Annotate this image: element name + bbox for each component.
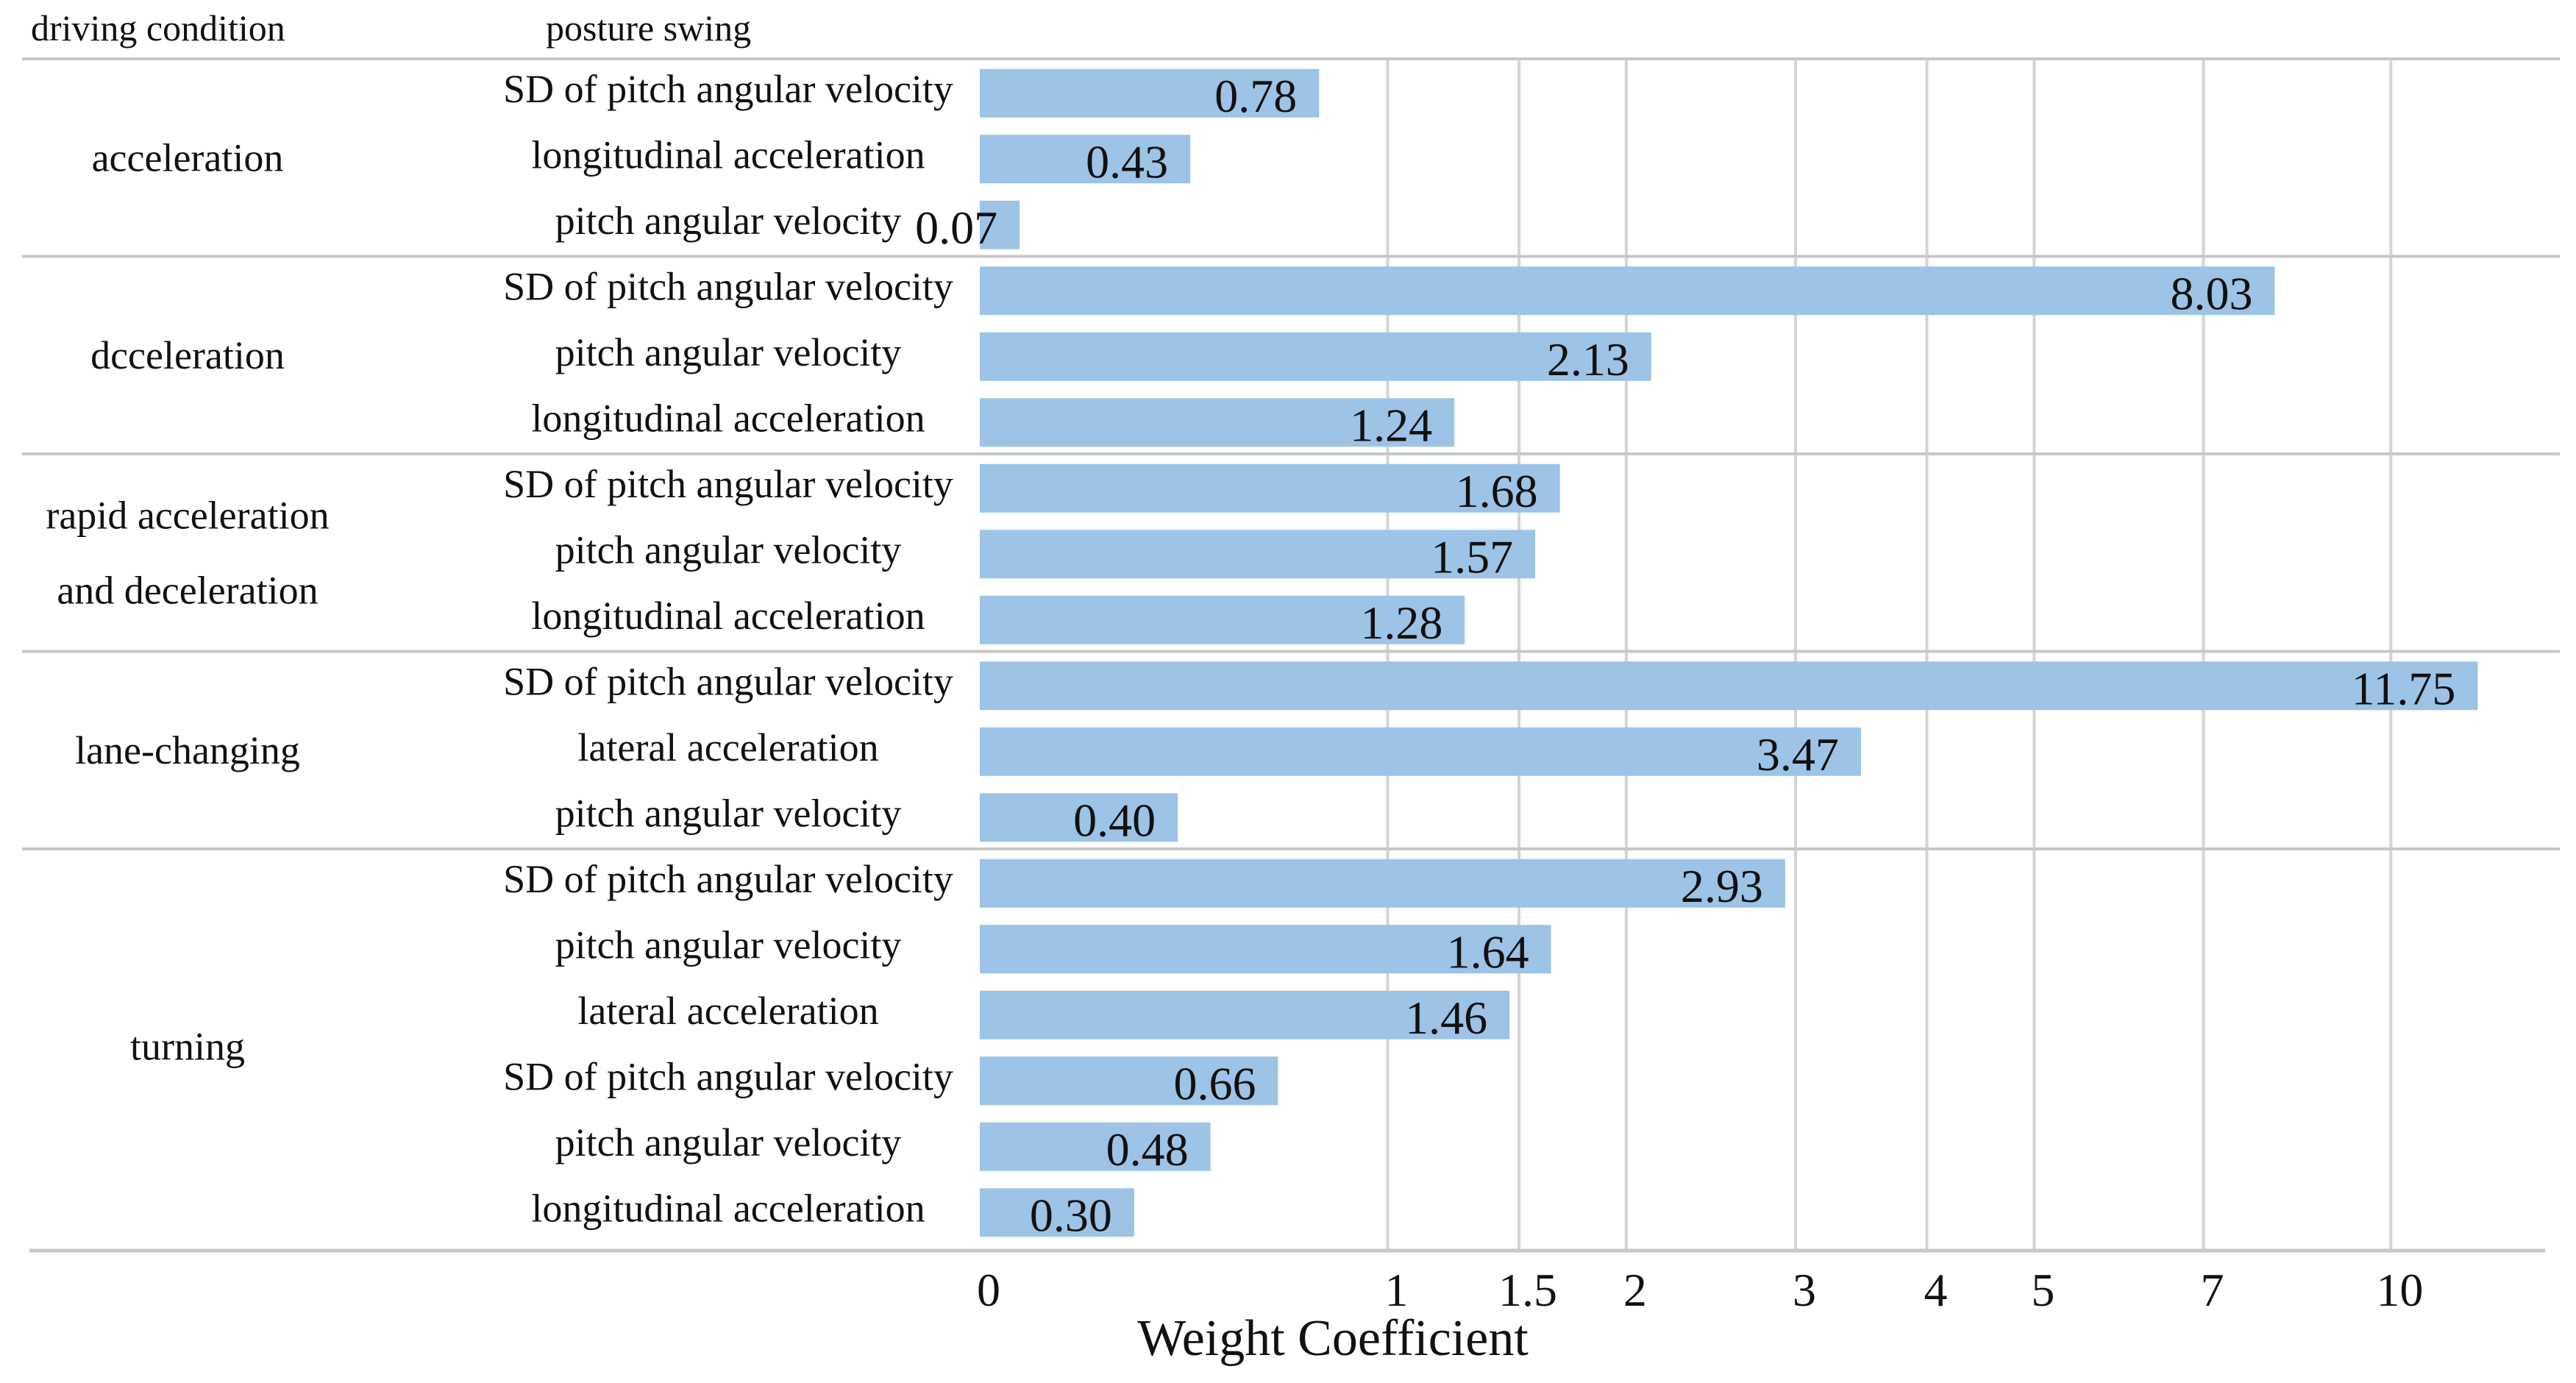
- x-tick-label-05: 4: [1924, 1264, 1948, 1316]
- bar-g2-2: [980, 332, 1651, 381]
- metric-label-g5-4: SD of pitch angular velocity: [503, 1054, 953, 1098]
- value-label-g5-5: 0.48: [1106, 1123, 1189, 1176]
- value-label-g5-3: 1.46: [1405, 992, 1487, 1044]
- value-label-g2-3: 1.24: [1350, 399, 1432, 451]
- x-tick-label-03: 2: [1623, 1264, 1647, 1316]
- condition-label-g3-1: rapid acceleration: [46, 493, 329, 537]
- value-label-g5-4: 0.66: [1173, 1057, 1256, 1109]
- value-label-g2-2: 2.13: [1547, 333, 1629, 385]
- bar-g5-1: [980, 858, 1785, 908]
- metric-label-g3-2: pitch angular velocity: [555, 527, 902, 572]
- header-posture-swing: posture swing: [546, 7, 751, 49]
- metric-label-g5-3: lateral acceleration: [577, 989, 878, 1033]
- x-tick-label-04: 3: [1793, 1264, 1816, 1316]
- bar-g4-3: [980, 793, 1178, 842]
- metric-label-g2-3: longitudinal acceleration: [531, 396, 925, 440]
- bar-g5-6: [980, 1188, 1134, 1237]
- bar-g5-2: [980, 925, 1551, 974]
- condition-label-g1: acceleration: [92, 135, 284, 179]
- value-label-g5-2: 1.64: [1447, 925, 1529, 978]
- bar-g1-3: [980, 200, 1020, 249]
- condition-label-g2: dcceleration: [90, 333, 285, 377]
- bar-g4-1: [980, 661, 2478, 711]
- bar-g3-1: [980, 463, 1560, 513]
- x-tick-label-01: 1: [1385, 1264, 1409, 1316]
- bar-g5-4: [980, 1056, 1278, 1106]
- x-tick-label-07: 7: [2201, 1264, 2224, 1316]
- value-label-g1-3: 0.07: [915, 202, 997, 254]
- condition-label-g3-2: and deceleration: [57, 568, 318, 612]
- value-label-g4-1: 11.75: [2352, 662, 2456, 714]
- value-label-g1-1: 0.78: [1214, 70, 1297, 122]
- metric-label-g3-3: longitudinal acceleration: [531, 594, 925, 638]
- x-axis-label: Weight Coefficient: [1137, 1310, 1529, 1367]
- bar-g4-2: [980, 727, 1861, 776]
- metric-label-g5-5: pitch angular velocity: [555, 1120, 902, 1165]
- metric-label-g4-2: lateral acceleration: [577, 725, 878, 769]
- bar-g5-5: [980, 1122, 1211, 1171]
- value-label-g5-6: 0.30: [1030, 1189, 1112, 1241]
- bar-g3-2: [980, 530, 1536, 579]
- value-label-g2-1: 8.03: [2170, 267, 2252, 319]
- condition-label-g4: lane-changing: [75, 728, 300, 772]
- bar-g2-3: [980, 398, 1455, 447]
- x-tick-label-08: 10: [2376, 1264, 2423, 1316]
- metric-label-g3-1: SD of pitch angular velocity: [503, 462, 953, 506]
- bar-g5-3: [980, 990, 1510, 1039]
- metric-label-g5-6: longitudinal acceleration: [531, 1186, 925, 1230]
- metric-label-g4-1: SD of pitch angular velocity: [503, 659, 953, 703]
- value-label-g3-2: 1.57: [1431, 530, 1513, 583]
- metric-label-g4-3: pitch angular velocity: [555, 791, 902, 835]
- value-label-g3-1: 1.68: [1456, 465, 1538, 517]
- value-label-g1-2: 0.43: [1086, 135, 1168, 188]
- header-driving-condition: driving condition: [31, 7, 285, 49]
- bar-g2-1: [980, 266, 2275, 316]
- metric-label-g5-1: SD of pitch angular velocity: [503, 857, 953, 901]
- metric-label-g1-3: pitch angular velocity: [555, 199, 902, 243]
- metric-label-g2-2: pitch angular velocity: [555, 330, 902, 374]
- bars: [980, 68, 2478, 1237]
- condition-label-g5: turning: [130, 1025, 245, 1069]
- value-label-g3-3: 1.28: [1360, 597, 1442, 649]
- bar-g1-1: [980, 68, 1320, 118]
- metric-label-g2-1: SD of pitch angular velocity: [503, 264, 953, 308]
- labels: 0 1 1.5 2 3 4 5 7 10 0.78 SD of pitch angular velo…: [46, 67, 2455, 1316]
- value-label-g4-3: 0.40: [1073, 794, 1156, 846]
- x-tick-label-02: 1.5: [1498, 1264, 1557, 1316]
- bar-g3-3: [980, 595, 1465, 644]
- metric-label-g1-1: SD of pitch angular velocity: [503, 67, 953, 111]
- x-tick-label-06: 5: [2031, 1264, 2054, 1316]
- value-label-g4-2: 3.47: [1757, 728, 1839, 781]
- metric-label-g5-2: pitch angular velocity: [555, 922, 902, 967]
- metric-label-g1-2: longitudinal acceleration: [531, 132, 925, 177]
- group-separators: [22, 57, 2560, 1253]
- value-label-g5-1: 2.93: [1681, 860, 1763, 912]
- bar-g1-2: [980, 135, 1191, 184]
- x-tick-label-00: 0: [977, 1264, 1000, 1316]
